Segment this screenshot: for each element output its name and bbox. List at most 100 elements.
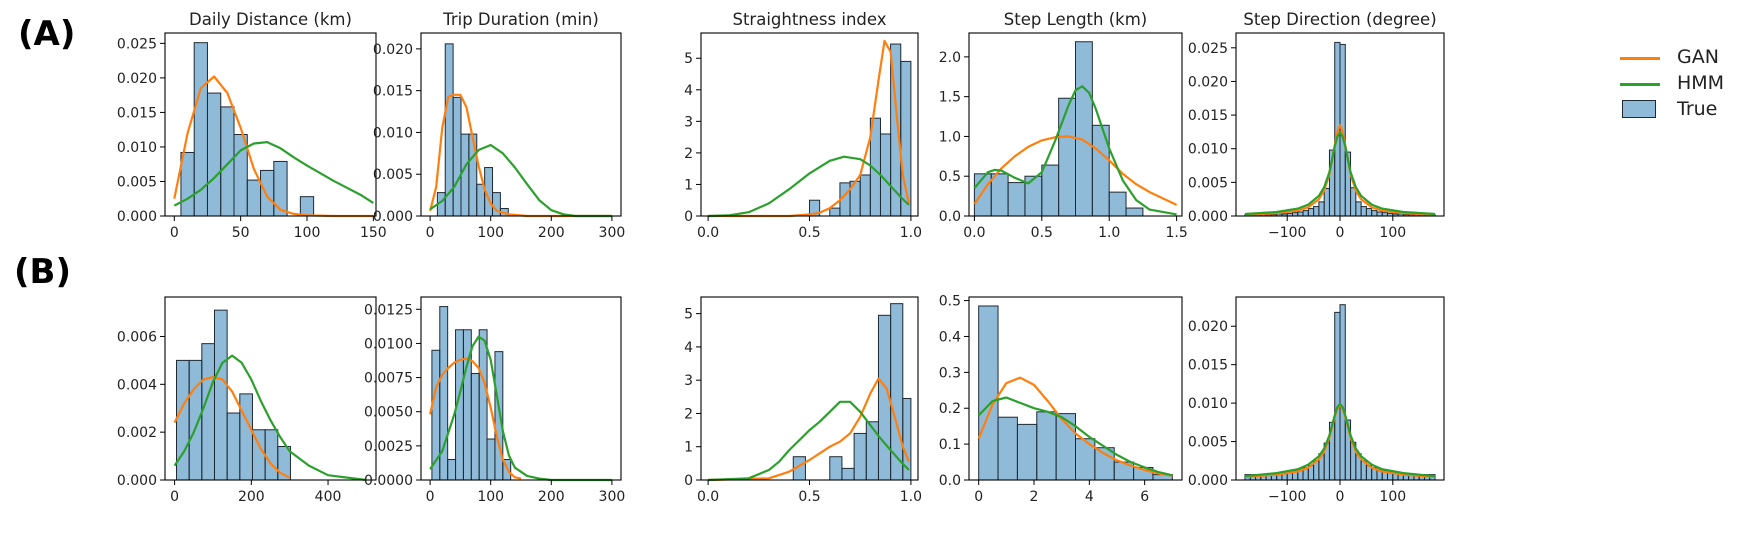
ytick-label-B-straightness-3: 3 [684, 373, 693, 389]
bar-B-straightness-6 [865, 421, 879, 481]
xtick-label-A-trip-duration-0: 0 [426, 225, 435, 241]
legend: GAN HMM True [1612, 46, 1742, 136]
bar-B-trip-duration-8 [494, 351, 504, 481]
bar-B-step-length-0 [978, 305, 999, 481]
xtick-label-B-trip-duration-0: 0 [426, 489, 435, 505]
ytick-label-A-step-length-2: 1.0 [939, 129, 961, 145]
subplot-B-trip-duration: 0 100 200 300 0.0000 0.0025 0.0050 0.0075 0.0100… [364, 296, 625, 505]
bar-B-daily-distance-2 [201, 343, 215, 481]
ytick-label-A-trip-duration-0: 0.000 [373, 209, 413, 225]
ytick-label-B-trip-duration-1: 0.0025 [364, 439, 413, 455]
ytick-label-A-trip-duration-3: 0.015 [373, 84, 413, 100]
xtick-label-A-step-direction-0: −100 [1268, 225, 1306, 241]
line-gan-B-step-length [977, 376, 1173, 477]
legend-swatch-gan [1620, 57, 1660, 60]
ytick-label-A-step-direction-5: 0.025 [1188, 41, 1228, 57]
ytick-label-B-step-direction-1: 0.005 [1188, 435, 1228, 451]
bar-A-step-direction-10 [1297, 211, 1304, 217]
ytick-label-B-trip-duration-0: 0.0000 [364, 473, 413, 489]
ytick-label-A-trip-duration-4: 0.020 [373, 42, 413, 58]
ytick-label-A-straightness-1: 1 [684, 177, 693, 193]
ytick-label-A-daily-distance-3: 0.015 [117, 105, 157, 121]
bar-B-step-direction-18 [1339, 304, 1346, 481]
bar-A-step-direction-23 [1365, 208, 1373, 217]
bar-A-step-direction-12 [1307, 208, 1315, 217]
bar-B-daily-distance-0 [176, 359, 190, 481]
bar-A-step-direction-15 [1323, 187, 1330, 217]
bar-B-step-length-3 [1036, 411, 1057, 481]
xtick-label-B-step-length-3: 6 [1140, 489, 1149, 505]
bar-A-step-length-2 [1007, 182, 1026, 217]
bar-B-trip-duration-6 [478, 329, 488, 481]
bar-A-daily-distance-6 [260, 169, 275, 217]
bar-A-step-direction-13 [1313, 206, 1320, 217]
bar-B-straightness-3 [829, 456, 843, 481]
line-hmm-A-trip-duration [429, 143, 612, 218]
xtick-label-B-straightness-1: 0.5 [798, 489, 820, 505]
xtick-label-A-straightness-1: 0.5 [798, 225, 820, 241]
legend-item-true: True [1612, 98, 1742, 122]
bar-B-step-length-1 [997, 416, 1018, 481]
ytick-label-B-step-direction-3: 0.015 [1188, 358, 1228, 374]
line-hmm-A-step-direction [1244, 131, 1436, 216]
subplot-B-daily-distance: 0 200 400 0.000 0.002 0.004 0.006 [117, 296, 377, 505]
ytick-label-A-straightness-4: 4 [684, 83, 693, 99]
ytick-label-B-straightness-5: 5 [684, 307, 693, 323]
ytick-label-A-step-direction-0: 0.000 [1188, 209, 1228, 225]
line-gan-A-step-length [973, 135, 1178, 206]
xtick-label-A-trip-duration-1: 100 [477, 225, 504, 241]
bar-A-daily-distance-7 [273, 160, 288, 217]
bar-A-step-direction-20 [1350, 187, 1357, 217]
xtick-label-B-trip-duration-1: 100 [477, 489, 504, 505]
xtick-label-B-straightness-0: 0.0 [697, 489, 719, 505]
bar-A-step-length-8 [1108, 191, 1127, 217]
bar-A-step-length-4 [1041, 164, 1060, 217]
bar-B-trip-duration-2 [447, 459, 457, 481]
ytick-label-A-straightness-2: 2 [684, 146, 693, 162]
ytick-label-B-step-length-1: 0.1 [939, 437, 961, 453]
xtick-label-A-trip-duration-3: 300 [599, 225, 626, 241]
ytick-label-B-step-length-0: 0.0 [939, 473, 961, 489]
legend-swatch-hmm [1620, 83, 1660, 86]
axes-frame-B-step-length [968, 296, 1183, 481]
xtick-label-A-step-length-3: 1.5 [1165, 225, 1187, 241]
ytick-label-A-daily-distance-2: 0.010 [117, 140, 157, 156]
bar-A-step-direction-24 [1371, 210, 1378, 217]
bar-A-daily-distance-3 [220, 106, 235, 217]
line-gan-A-trip-duration [429, 93, 612, 218]
row-label-b: (B) [14, 252, 71, 292]
bar-B-trip-duration-5 [470, 372, 480, 481]
ytick-label-B-daily-distance-1: 0.002 [117, 425, 157, 441]
bar-A-daily-distance-5 [246, 179, 262, 217]
xtick-label-B-step-length-1: 2 [1030, 489, 1039, 505]
axes-frame-A-daily-distance [164, 32, 377, 217]
xtick-label-B-step-direction-2: 100 [1379, 489, 1406, 505]
ytick-label-A-step-direction-1: 0.005 [1188, 175, 1228, 191]
bar-A-step-length-6 [1075, 41, 1093, 217]
line-gan-A-straightness [708, 39, 910, 218]
ytick-label-A-trip-duration-1: 0.005 [373, 167, 413, 183]
line-hmm-B-daily-distance [173, 354, 367, 482]
line-hmm-B-straightness [708, 400, 910, 482]
ytick-label-A-step-direction-2: 0.010 [1188, 142, 1228, 158]
ytick-label-B-step-length-2: 0.2 [939, 401, 961, 417]
legend-swatch-true [1622, 100, 1656, 118]
xtick-label-B-step-direction-0: −100 [1268, 489, 1306, 505]
xtick-label-B-step-length-2: 4 [1085, 489, 1094, 505]
ytick-label-B-straightness-1: 1 [684, 440, 693, 456]
ytick-label-A-step-length-3: 1.5 [939, 90, 961, 106]
xtick-label-A-step-direction-2: 100 [1379, 225, 1406, 241]
bar-A-straightness-5 [859, 174, 871, 217]
xtick-label-A-step-length-1: 0.5 [1031, 225, 1053, 241]
line-gan-A-step-direction [1244, 124, 1436, 216]
bar-A-step-direction-22 [1360, 206, 1367, 217]
bar-B-daily-distance-3 [213, 309, 228, 481]
xtick-label-A-daily-distance-0: 0 [170, 225, 179, 241]
subplot-A-step-length: 0.0 0.5 1.0 1.5 0.0 0.5 1.0 1.5 2.0 Step Length (… [939, 10, 1188, 241]
xtick-label-A-straightness-2: 1.0 [900, 225, 922, 241]
ytick-label-A-daily-distance-5: 0.025 [117, 36, 157, 52]
bar-A-trip-duration-3 [460, 133, 470, 217]
legend-item-gan: GAN [1612, 46, 1742, 70]
line-gan-B-trip-duration [429, 357, 522, 480]
xtick-label-A-step-length-0: 0.0 [963, 225, 985, 241]
